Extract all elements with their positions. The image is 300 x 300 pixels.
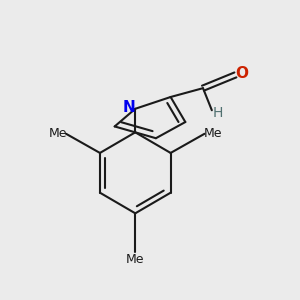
Text: Me: Me — [126, 253, 145, 266]
Text: Me: Me — [203, 127, 222, 140]
Text: N: N — [122, 100, 135, 115]
Text: O: O — [236, 66, 248, 81]
Text: H: H — [213, 106, 224, 120]
Text: Me: Me — [49, 127, 67, 140]
